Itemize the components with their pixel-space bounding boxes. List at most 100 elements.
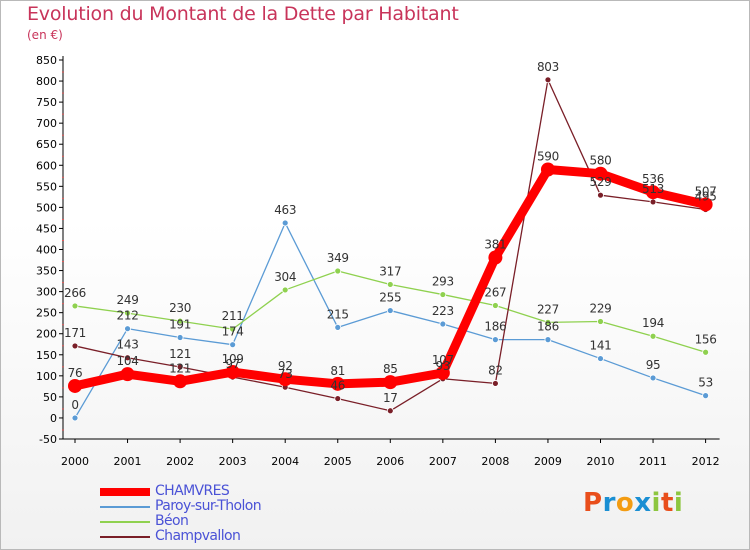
- data-point: [173, 374, 188, 389]
- data-point: [71, 342, 79, 350]
- chart-title: Evolution du Montant de la Dette par Hab…: [27, 3, 459, 25]
- logo-letter: t: [660, 488, 674, 518]
- data-label: 513: [642, 182, 664, 196]
- logo-letter: i: [651, 488, 661, 518]
- data-point: [176, 317, 184, 325]
- legend-label-paroy: Paroy-sur-Tholon: [155, 498, 262, 514]
- data-point: [649, 198, 657, 206]
- data-point: [330, 376, 345, 391]
- data-label: 381: [484, 238, 506, 252]
- data-label: 536: [642, 172, 664, 186]
- data-label: 171: [64, 326, 86, 340]
- data-label: 229: [589, 302, 611, 316]
- logo-letter: i: [673, 488, 684, 518]
- logo-letter: r: [602, 488, 616, 518]
- data-label: 143: [117, 338, 139, 352]
- data-point: [597, 355, 604, 362]
- data-point: [597, 318, 604, 325]
- data-point: [593, 166, 608, 181]
- data-label: 121: [169, 347, 191, 361]
- data-label: 174: [222, 325, 244, 339]
- data-point: [124, 354, 131, 362]
- data-point: [334, 324, 342, 331]
- data-label: 191: [169, 318, 191, 332]
- legend-label-champvallon: Champvallon: [155, 528, 241, 544]
- data-point: [439, 320, 447, 328]
- y-tick-label: 250: [36, 307, 57, 320]
- data-label: 266: [64, 286, 86, 300]
- legend-label-beon: Béon: [155, 513, 189, 529]
- data-label: 73: [278, 367, 293, 381]
- data-point: [229, 325, 237, 333]
- data-label: 463: [274, 203, 296, 217]
- y-tick-label: 150: [36, 349, 57, 362]
- y-tick-label: 50: [43, 391, 57, 404]
- logo-letter: P: [583, 488, 603, 518]
- x-tick-label: 2000: [61, 455, 89, 468]
- data-label: 92: [278, 359, 293, 373]
- data-point: [176, 334, 184, 341]
- logo-letter: x: [634, 488, 652, 518]
- data-point: [120, 367, 135, 382]
- y-tick-label: 450: [36, 222, 57, 235]
- y-tick-label: 350: [36, 265, 57, 278]
- x-tick-label: 2004: [271, 455, 299, 468]
- data-point: [124, 325, 131, 333]
- data-label: 580: [589, 154, 611, 168]
- data-label: 0: [71, 398, 78, 412]
- y-tick-label: 200: [36, 328, 57, 341]
- data-label: 194: [642, 316, 664, 330]
- data-label: 141: [589, 339, 611, 353]
- data-label: 53: [698, 376, 713, 390]
- data-point: [544, 76, 552, 84]
- data-point: [281, 219, 289, 227]
- data-label: 590: [537, 149, 559, 163]
- y-tick-label: 550: [36, 180, 57, 193]
- data-point: [544, 318, 552, 326]
- data-label: 317: [379, 264, 401, 278]
- data-label: 46: [330, 379, 345, 393]
- data-label: 803: [537, 60, 559, 74]
- data-label: 107: [432, 353, 454, 367]
- y-tick-label: 800: [36, 75, 57, 88]
- data-point: [386, 281, 394, 288]
- data-point: [334, 267, 342, 275]
- data-point: [71, 302, 79, 310]
- data-label: 215: [327, 307, 349, 321]
- data-point: [124, 309, 131, 317]
- data-label: 81: [330, 364, 345, 378]
- y-tick-label: 650: [36, 138, 57, 151]
- x-tick-label: 2003: [219, 455, 247, 468]
- data-label: 85: [383, 362, 398, 376]
- x-tick-label: 2007: [429, 455, 457, 468]
- data-label: 223: [432, 304, 454, 318]
- x-tick-label: 2001: [114, 455, 142, 468]
- data-label: 507: [695, 184, 717, 198]
- data-label: 156: [695, 332, 717, 346]
- data-label: 104: [117, 354, 139, 368]
- data-label: 212: [117, 309, 139, 323]
- chart-subtitle: (en €): [27, 28, 63, 42]
- x-tick-label: 2006: [376, 455, 404, 468]
- data-point: [488, 250, 503, 265]
- legend-swatch-champvallon: [100, 536, 150, 538]
- data-label: 349: [327, 251, 349, 265]
- y-tick-label: 500: [36, 201, 57, 214]
- data-label: 76: [68, 366, 83, 380]
- data-label: 82: [488, 363, 503, 377]
- x-tick-label: 2002: [166, 455, 194, 468]
- data-point: [646, 185, 661, 200]
- data-point: [229, 341, 237, 349]
- x-tick-label: 2012: [692, 455, 720, 468]
- y-tick-label: 100: [36, 370, 57, 383]
- data-label: 529: [589, 175, 611, 189]
- legend-swatch-chamvres: [100, 488, 150, 496]
- data-point: [540, 162, 555, 177]
- data-point: [491, 336, 499, 344]
- x-tick-label: 2011: [639, 455, 667, 468]
- data-label: 227: [537, 302, 559, 316]
- data-point: [544, 336, 552, 344]
- data-label: 211: [222, 309, 244, 323]
